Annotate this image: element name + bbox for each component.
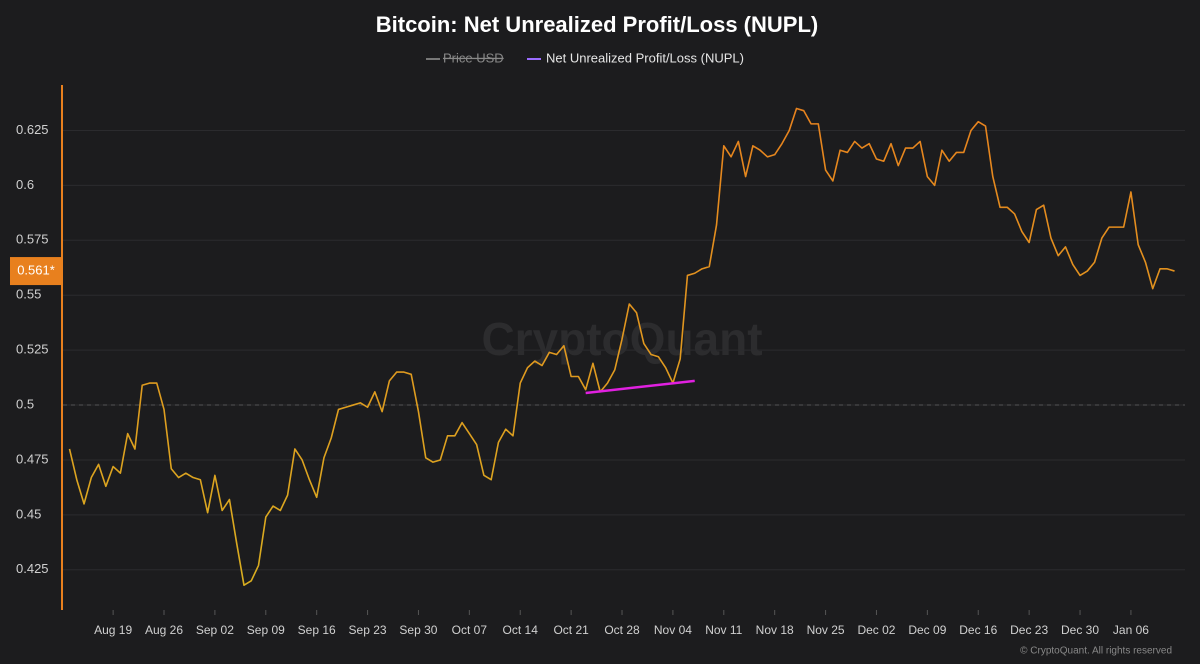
x-tick-label: Sep 02 — [196, 623, 234, 637]
y-tick-label: 0.475 — [16, 451, 49, 466]
x-tick-label: Dec 09 — [908, 623, 946, 637]
y-tick-label: 0.6 — [16, 177, 34, 192]
x-tick-label: Dec 23 — [1010, 623, 1048, 637]
chart-title: Bitcoin: Net Unrealized Profit/Loss (NUP… — [376, 12, 818, 37]
x-tick-label: Sep 16 — [298, 623, 336, 637]
x-tick-label: Oct 21 — [553, 623, 589, 637]
x-tick-label: Dec 16 — [959, 623, 997, 637]
x-tick-label: Sep 30 — [399, 623, 437, 637]
trendline — [585, 379, 695, 395]
x-tick-label: Nov 04 — [654, 623, 692, 637]
last-value-box — [10, 257, 62, 286]
x-tick-label: Aug 26 — [145, 623, 183, 637]
x-tick-label: Oct 14 — [503, 623, 539, 637]
x-tick-label: Nov 18 — [756, 623, 794, 637]
x-tick-label: Oct 07 — [452, 623, 488, 637]
series-line — [68, 107, 1175, 586]
x-tick-label: Aug 19 — [94, 623, 132, 637]
y-tick-label: 0.45 — [16, 506, 41, 521]
x-tick-label: Dec 30 — [1061, 623, 1099, 637]
y-tick-label: 0.625 — [16, 122, 49, 137]
y-tick-label: 0.525 — [16, 342, 49, 357]
x-tick-label: Dec 02 — [857, 623, 895, 637]
x-tick-label: Sep 09 — [247, 623, 285, 637]
y-tick-label: 0.575 — [16, 232, 49, 247]
x-tick-label: Nov 11 — [705, 623, 742, 637]
footer: © CryptoQuant. All rights reserved — [1020, 646, 1172, 657]
y-tick-label: 0.425 — [16, 561, 49, 576]
x-tick-label: Sep 23 — [349, 623, 387, 637]
legend-label[interactable]: Net Unrealized Profit/Loss (NUPL) — [546, 50, 744, 65]
x-tick-label: Nov 25 — [807, 623, 845, 637]
x-tick-label: Oct 28 — [604, 623, 640, 637]
last-value-label: 0.561* — [17, 262, 55, 277]
y-tick-label: 0.55 — [16, 287, 41, 302]
legend-hidden[interactable]: Price USD — [443, 50, 504, 65]
x-tick-label: Jan 06 — [1113, 623, 1149, 637]
y-tick-label: 0.5 — [16, 396, 34, 411]
